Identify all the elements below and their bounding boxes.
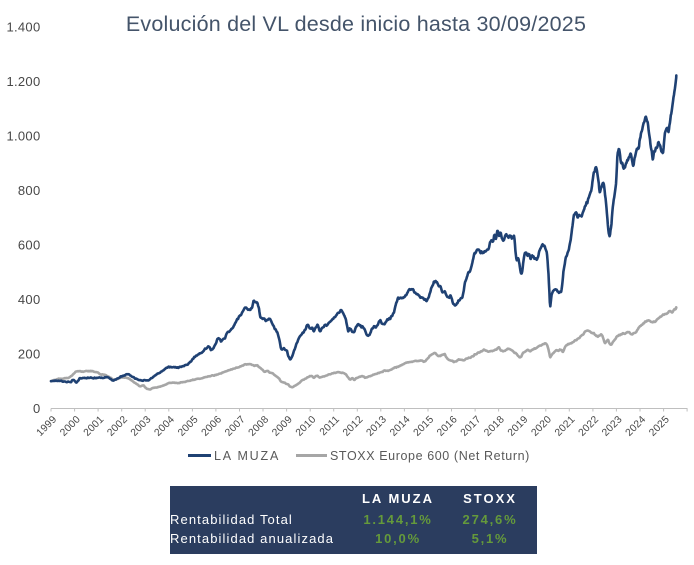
svg-text:2014: 2014 bbox=[388, 414, 413, 439]
svg-text:2000: 2000 bbox=[58, 414, 83, 439]
svg-text:2017: 2017 bbox=[459, 414, 484, 439]
svg-text:2007: 2007 bbox=[223, 414, 248, 439]
svg-text:2019: 2019 bbox=[506, 414, 531, 439]
svg-text:2025: 2025 bbox=[647, 414, 672, 439]
svg-text:0: 0 bbox=[33, 401, 41, 416]
svg-text:2013: 2013 bbox=[365, 414, 390, 439]
svg-text:1.400: 1.400 bbox=[6, 19, 40, 34]
svg-text:600: 600 bbox=[18, 237, 41, 252]
svg-text:2006: 2006 bbox=[200, 414, 225, 439]
svg-text:2004: 2004 bbox=[153, 414, 178, 439]
svg-text:2021: 2021 bbox=[553, 414, 578, 439]
svg-text:800: 800 bbox=[18, 183, 41, 198]
svg-text:2010: 2010 bbox=[294, 414, 319, 439]
svg-text:2008: 2008 bbox=[247, 414, 272, 439]
svg-text:2024: 2024 bbox=[624, 414, 649, 439]
svg-text:1999: 1999 bbox=[35, 414, 60, 439]
svg-text:2020: 2020 bbox=[530, 414, 555, 439]
svg-text:2009: 2009 bbox=[270, 414, 295, 439]
svg-text:1.000: 1.000 bbox=[6, 128, 40, 143]
svg-text:2011: 2011 bbox=[318, 414, 342, 438]
svg-text:2001: 2001 bbox=[82, 414, 107, 439]
svg-text:1.200: 1.200 bbox=[6, 74, 40, 89]
svg-text:2016: 2016 bbox=[435, 414, 460, 439]
svg-text:2015: 2015 bbox=[412, 414, 437, 439]
svg-text:2002: 2002 bbox=[105, 414, 130, 439]
svg-text:2018: 2018 bbox=[482, 414, 507, 439]
svg-text:400: 400 bbox=[18, 292, 41, 307]
svg-text:2023: 2023 bbox=[600, 414, 625, 439]
svg-text:2012: 2012 bbox=[341, 414, 366, 439]
svg-text:2022: 2022 bbox=[577, 414, 602, 439]
svg-text:2005: 2005 bbox=[176, 414, 201, 439]
svg-text:200: 200 bbox=[18, 346, 41, 361]
svg-text:2003: 2003 bbox=[129, 414, 154, 439]
